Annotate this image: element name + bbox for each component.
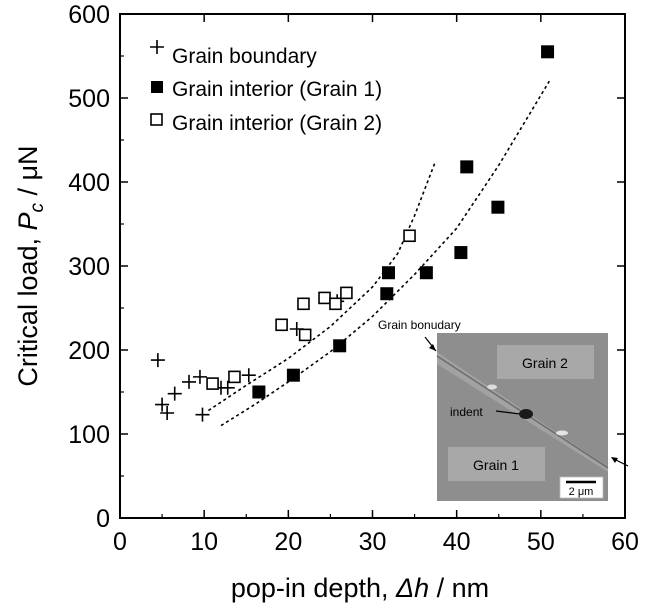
y-axis-title: Critical load, Pc / μN <box>13 145 48 386</box>
grain-2-box <box>497 345 594 379</box>
y-tick-label: 0 <box>96 505 110 533</box>
point-grain-boundary <box>220 380 235 395</box>
point-grain-boundary <box>167 386 182 401</box>
legend-label-grain-boundary: Grain boundary <box>172 45 317 68</box>
x-tick-label: 0 <box>113 528 127 556</box>
y-tick-label: 300 <box>68 253 110 281</box>
point-grain-1 <box>419 266 433 280</box>
point-grain-2 <box>318 291 331 305</box>
legend-label-grain-1: Grain interior (Grain 1) <box>172 78 382 101</box>
point-grain-boundary <box>150 353 165 368</box>
legend-item-grain-boundary: Grain boundary <box>150 40 317 68</box>
bright-spot <box>556 430 568 436</box>
point-grain-boundary <box>195 407 210 422</box>
legend-filled-square-marker <box>151 81 163 93</box>
indent-mark <box>519 409 533 419</box>
x-tick-label: 30 <box>359 528 387 556</box>
bright-spot <box>487 384 497 390</box>
point-grain-1 <box>454 246 468 260</box>
x-tick-label: 50 <box>527 528 555 556</box>
y-tick-label: 500 <box>68 85 110 113</box>
legend: Grain boundary Grain interior (Grain 1) … <box>150 40 382 135</box>
point-grain-boundary <box>160 406 175 420</box>
point-grain-boundary <box>155 397 170 412</box>
point-grain-1 <box>460 160 474 174</box>
y-tick-label: 100 <box>68 421 110 449</box>
legend-label-grain-2: Grain interior (Grain 2) <box>172 112 382 135</box>
point-grain-2 <box>403 229 416 243</box>
point-grain-1 <box>381 266 395 280</box>
trend-line <box>220 80 550 427</box>
scale-bar-label: 2 μm <box>569 486 594 498</box>
point-grain-2 <box>329 297 342 311</box>
point-grain-2 <box>298 328 312 342</box>
point-grain-boundary <box>182 374 197 389</box>
indent-label: indent <box>450 405 483 419</box>
y-tick-label: 400 <box>68 169 110 197</box>
point-grain-1 <box>333 339 347 353</box>
point-grain-boundary <box>192 369 207 384</box>
point-grain-1 <box>541 45 555 59</box>
point-grain-2 <box>275 318 288 332</box>
data-points <box>150 45 555 422</box>
x-axis-title: pop-in depth, Δh / nm <box>231 573 489 603</box>
x-tick-label: 10 <box>190 528 218 556</box>
right-boundary-arrow-head <box>611 457 618 463</box>
inset-callout-label: Grain bonudary <box>378 318 461 332</box>
point-grain-boundary <box>241 368 256 383</box>
x-tick-label: 40 <box>443 528 471 556</box>
legend-item-grain-1: Grain interior (Grain 1) <box>151 78 382 101</box>
trend-line <box>207 160 437 412</box>
grain-1-box <box>448 447 545 481</box>
point-grain-2 <box>340 286 353 300</box>
callout-arrow-head <box>429 344 436 351</box>
legend-open-square-marker <box>150 113 163 126</box>
point-grain-2 <box>228 370 241 384</box>
inset-micrograph: Grain bonudary Grain 2 Grain 1 indent 2 … <box>378 318 629 501</box>
grain-1-label: Grain 1 <box>473 457 519 473</box>
y-tick-label: 600 <box>68 1 110 29</box>
point-grain-1 <box>491 200 505 214</box>
legend-plus-marker <box>150 40 164 54</box>
point-grain-1 <box>252 385 266 399</box>
y-tick-label: 200 <box>68 337 110 365</box>
trend-lines <box>207 80 550 427</box>
indent-pointer <box>495 410 521 415</box>
grain-2-label: Grain 2 <box>522 355 568 371</box>
point-grain-1 <box>286 368 300 382</box>
point-grain-2 <box>206 377 219 390</box>
point-grain-1 <box>380 287 394 301</box>
legend-item-grain-2: Grain interior (Grain 2) <box>150 112 382 135</box>
x-tick-label: 20 <box>274 528 302 556</box>
point-grain-2 <box>297 297 310 311</box>
x-tick-label: 60 <box>611 528 639 556</box>
